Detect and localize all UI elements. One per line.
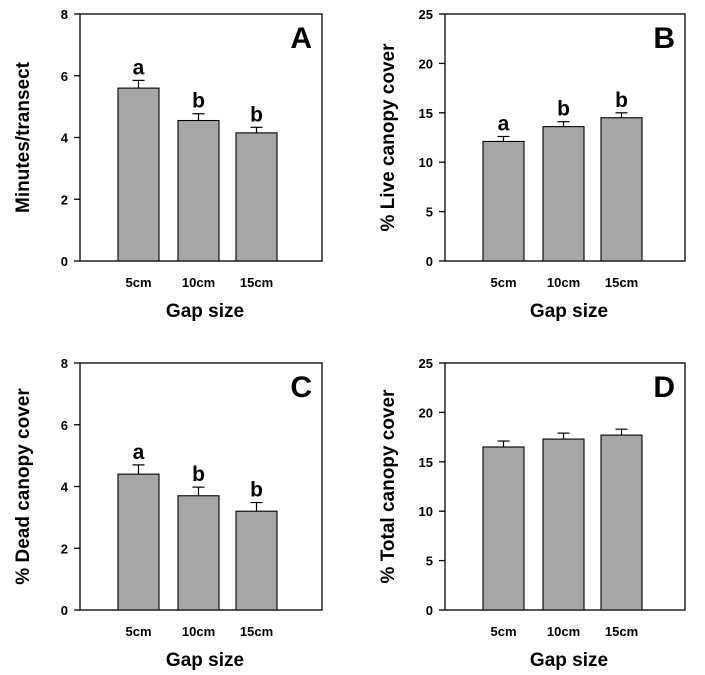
panel-a-label: A — [290, 22, 312, 55]
panel-b-ytick-label: 0 — [426, 254, 433, 269]
panel-a-ytick-label: 8 — [61, 7, 68, 22]
panel-c-ytick-label: 8 — [61, 356, 68, 371]
panel-c-significance-letter: a — [133, 441, 145, 464]
panel-c-ytick-label: 2 — [61, 541, 68, 556]
panel-a-ytick-label: 4 — [61, 131, 69, 146]
panel-d-y-axis-title: % Total canopy cover — [378, 389, 399, 584]
panel-a-xtick-label: 10cm — [182, 275, 215, 290]
panel-b-ytick-label: 5 — [426, 205, 433, 220]
panel-c-significance-letter: b — [250, 479, 263, 502]
panel-b-xtick-label: 5cm — [490, 275, 516, 290]
panel-b-x-axis-title: Gap size — [530, 301, 608, 322]
panel-b-ytick-label: 20 — [419, 56, 433, 71]
panel-c-xtick-label: 10cm — [182, 624, 215, 639]
panel-b-label: B — [653, 22, 675, 55]
panel-b-xtick-label: 15cm — [605, 275, 638, 290]
panel-c-bar-15cm — [235, 510, 278, 611]
panel-a-significance-letter: b — [250, 103, 263, 126]
panel-d-bar-15cm — [600, 434, 643, 611]
panel-d-ytick-label: 15 — [419, 455, 433, 470]
panel-b-bar-15cm — [600, 117, 643, 262]
panel-b-bar-5cm — [482, 140, 525, 262]
panel-d-xtick-label: 10cm — [547, 624, 580, 639]
panel-c-label: C — [290, 371, 312, 404]
panel-c-ytick-label: 6 — [61, 418, 68, 433]
panel-c-bar-5cm — [117, 473, 160, 611]
panel-a-significance-letter: a — [133, 56, 145, 79]
panel-c-xtick-label: 5cm — [125, 624, 151, 639]
panel-a-y-axis-title: Minutes/transect — [13, 61, 34, 213]
panel-d-ytick-label: 0 — [426, 603, 433, 618]
panel-a-bar-10cm — [177, 119, 220, 262]
panel-a-ytick-label: 6 — [61, 69, 68, 84]
panel-c-xtick-label: 15cm — [240, 624, 273, 639]
panel-b-significance-letter: b — [557, 98, 570, 121]
panel-a-x-axis-title: Gap size — [166, 301, 244, 322]
panel-c-significance-letter: b — [192, 463, 205, 486]
panel-d-label: D — [653, 371, 675, 404]
panel-b-y-axis-title: % Live canopy cover — [378, 43, 399, 232]
panel-a-xtick-label: 15cm — [240, 275, 273, 290]
panel-b-significance-letter: a — [498, 113, 510, 136]
panel-b-xtick-label: 10cm — [547, 275, 580, 290]
panel-d-xtick-label: 15cm — [605, 624, 638, 639]
panel-c-y-axis-title: % Dead canopy cover — [13, 388, 34, 585]
panel-b-ytick-label: 25 — [419, 7, 433, 22]
panel-a-bar-5cm — [117, 87, 160, 262]
panel-d-bar-10cm — [542, 438, 585, 611]
panel-a-ytick-label: 2 — [61, 192, 68, 207]
panel-b-ytick-label: 15 — [419, 106, 433, 121]
panel-d-ytick-label: 5 — [426, 554, 433, 569]
panel-d-ytick-label: 20 — [419, 405, 433, 420]
panel-d-bar-5cm — [482, 446, 525, 611]
panel-c-bar-10cm — [177, 495, 220, 611]
panel-a-significance-letter: b — [192, 90, 205, 113]
panel-d-x-axis-title: Gap size — [530, 650, 608, 671]
panel-c-ytick-label: 4 — [61, 480, 69, 495]
panel-a-ytick-label: 0 — [61, 254, 68, 269]
panel-c-ytick-label: 0 — [61, 603, 68, 618]
panel-d-ytick-label: 25 — [419, 356, 433, 371]
panel-b-bar-10cm — [542, 126, 585, 262]
panel-d-ytick-label: 10 — [419, 504, 433, 519]
panel-d-xtick-label: 5cm — [490, 624, 516, 639]
panel-a-xtick-label: 5cm — [125, 275, 151, 290]
panel-b-ytick-label: 10 — [419, 155, 433, 170]
panel-c-x-axis-title: Gap size — [166, 650, 244, 671]
panel-b-significance-letter: b — [615, 89, 628, 112]
panel-a-bar-15cm — [235, 132, 278, 262]
